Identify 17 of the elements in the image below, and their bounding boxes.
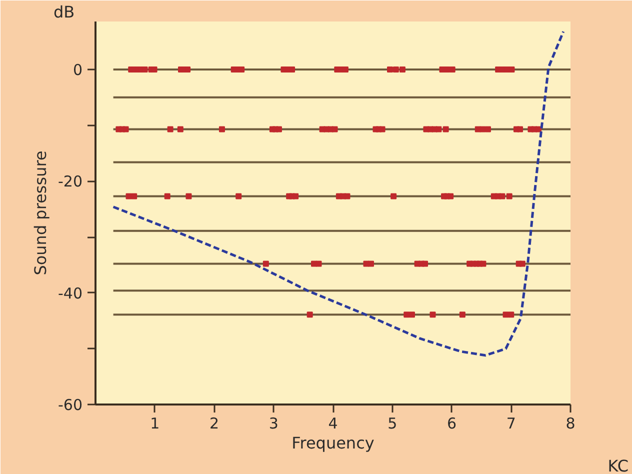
y-tick-label: -40 <box>58 284 82 302</box>
line-series <box>112 30 565 357</box>
x-tick-label: 6 <box>446 414 457 432</box>
y-tick-label: -20 <box>58 172 82 191</box>
x-tick-label: 4 <box>328 414 338 432</box>
y-axis-title: Sound pressure <box>31 150 50 276</box>
x-axis-title: Frequency <box>292 434 374 452</box>
x-tick-label: 7 <box>506 414 516 432</box>
y-tick-label: -60 <box>58 396 82 414</box>
x-tick-label: 1 <box>150 414 160 432</box>
x-tick-label: 8 <box>566 414 576 432</box>
x-tick-label: 3 <box>268 414 278 432</box>
text: KC <box>608 456 629 474</box>
y-tick-label: 0 <box>72 61 83 80</box>
x-tick-label: 2 <box>209 414 220 432</box>
x-tick-label: 5 <box>388 414 398 432</box>
text: dB <box>54 2 75 22</box>
